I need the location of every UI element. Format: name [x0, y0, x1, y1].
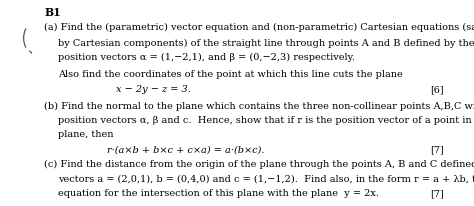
Text: [7]: [7] [430, 144, 444, 153]
Text: by Cartesian components) of the straight line through points A and B defined by : by Cartesian components) of the straight… [58, 38, 474, 47]
Text: x − 2y − z = 3.: x − 2y − z = 3. [116, 85, 191, 94]
Text: (c) Find the distance from the origin of the plane through the points A, B and C: (c) Find the distance from the origin of… [44, 159, 474, 168]
Text: [7]: [7] [430, 188, 444, 197]
Text: Also find the coordinates of the point at which this line cuts the plane: Also find the coordinates of the point a… [58, 70, 403, 79]
Text: (b) Find the normal to the plane which contains the three non-collinear points A: (b) Find the normal to the plane which c… [44, 101, 474, 110]
Text: equation for the intersection of this plane with the plane  y = 2x.: equation for the intersection of this pl… [58, 188, 379, 197]
Text: B1: B1 [44, 7, 61, 18]
Text: plane, then: plane, then [58, 130, 114, 139]
Text: [6]: [6] [430, 85, 444, 94]
Text: position vectors α, β and c.  Hence, show that if r is the position vector of a : position vectors α, β and c. Hence, show… [58, 116, 474, 124]
Text: vectors a = (2,0,1), b = (0,4,0) and c = (1,−1,2).  Find also, in the form r = a: vectors a = (2,0,1), b = (0,4,0) and c =… [58, 174, 474, 183]
Text: (a) Find the (parametric) vector equation and (non-parametric) Cartesian equatio: (a) Find the (parametric) vector equatio… [44, 23, 474, 32]
Text: position vectors α = (1,−2,1), and β = (0,−2,3) respectively.: position vectors α = (1,−2,1), and β = (… [58, 53, 355, 62]
Text: r·(a×b + b×c + c×a) = a·(b×c).: r·(a×b + b×c + c×a) = a·(b×c). [107, 144, 264, 153]
